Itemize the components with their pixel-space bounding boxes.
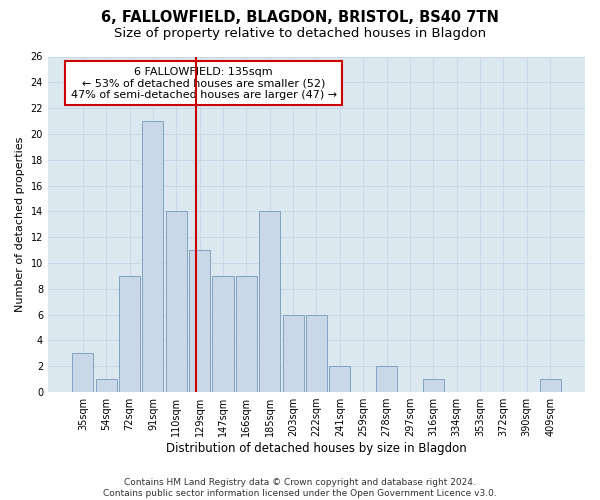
X-axis label: Distribution of detached houses by size in Blagdon: Distribution of detached houses by size … <box>166 442 467 455</box>
Text: Size of property relative to detached houses in Blagdon: Size of property relative to detached ho… <box>114 28 486 40</box>
Bar <box>259 212 280 392</box>
Bar <box>95 379 117 392</box>
Bar <box>283 314 304 392</box>
Text: Contains HM Land Registry data © Crown copyright and database right 2024.
Contai: Contains HM Land Registry data © Crown c… <box>103 478 497 498</box>
Bar <box>212 276 233 392</box>
Bar <box>236 276 257 392</box>
Bar <box>376 366 397 392</box>
Bar <box>189 250 210 392</box>
Bar <box>329 366 350 392</box>
Bar <box>539 379 560 392</box>
Y-axis label: Number of detached properties: Number of detached properties <box>15 136 25 312</box>
Bar <box>306 314 327 392</box>
Bar <box>423 379 444 392</box>
Bar <box>142 121 163 392</box>
Bar <box>119 276 140 392</box>
Text: 6, FALLOWFIELD, BLAGDON, BRISTOL, BS40 7TN: 6, FALLOWFIELD, BLAGDON, BRISTOL, BS40 7… <box>101 10 499 25</box>
Bar <box>73 354 94 392</box>
Text: 6 FALLOWFIELD: 135sqm
← 53% of detached houses are smaller (52)
47% of semi-deta: 6 FALLOWFIELD: 135sqm ← 53% of detached … <box>71 66 337 100</box>
Bar <box>166 212 187 392</box>
